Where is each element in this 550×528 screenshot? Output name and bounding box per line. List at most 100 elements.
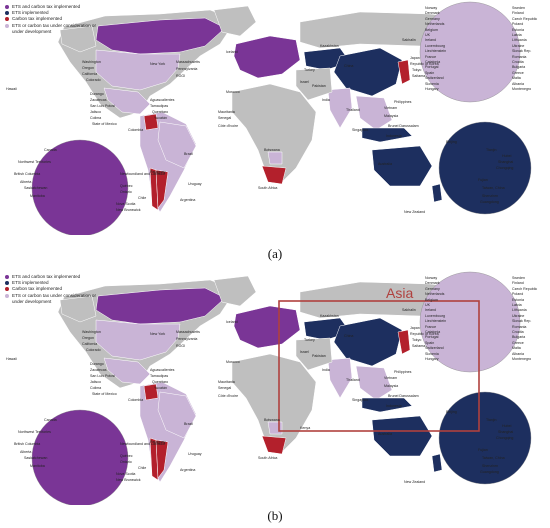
region-botswana [267, 421, 283, 435]
map-label: Slovak Rep. [512, 49, 532, 54]
region-usa [95, 319, 181, 361]
map-label: Shanghai [498, 430, 514, 434]
asia-highlight-box [278, 300, 480, 432]
legend-label: Carbon tax implemented [12, 286, 63, 292]
region-china [333, 317, 403, 367]
map-label: France [425, 54, 437, 59]
map-label: UK [425, 303, 430, 307]
legend-label: ETS implemented [12, 280, 49, 286]
map-label: Senegal [218, 386, 232, 390]
map-label: Paraguay [150, 440, 166, 444]
map-label: Poland [512, 292, 524, 297]
map-label: Indonesia [386, 134, 402, 138]
map-label: Greece [512, 340, 524, 345]
europe-inset [419, 1, 521, 103]
china-inset [438, 391, 532, 485]
map-label: Ireland [425, 308, 436, 313]
map-label: Chongqing [496, 436, 514, 440]
map-label: Colombia [128, 398, 144, 402]
map-label: Durango [90, 362, 104, 366]
map-label: Brazil [184, 422, 193, 426]
map-label: Côte d'Ivoire [218, 394, 239, 398]
map-label: Brunei Darussalam [388, 394, 419, 398]
map-label: Ireland [425, 38, 436, 43]
legend-item-consideration: ETS or carbon tax under consideration or… [5, 23, 107, 35]
map-label: Morocco [226, 90, 240, 94]
map-label: Argentina [180, 468, 196, 472]
map-label: Israel [300, 350, 309, 354]
map-label: Pennsylvania [176, 337, 198, 341]
map-label: Saskatchewan [24, 186, 48, 190]
map-label: Switzerland [425, 346, 444, 351]
map-label: Taiwan, China [482, 186, 505, 190]
region-new-zealand [431, 453, 443, 473]
map-label: Durango [90, 92, 104, 96]
legend-item-ets: ETS implemented [5, 10, 107, 16]
map-label: Nova Scotia [116, 472, 136, 476]
map-label: Sweden [512, 6, 525, 10]
map-label: Fujian [478, 178, 488, 182]
legend-swatch [5, 5, 9, 9]
map-label: New Brunswick [116, 208, 141, 212]
region-middle-east [295, 337, 333, 371]
map-label: Australia [378, 162, 392, 166]
caption-a: (a) [267, 246, 283, 261]
legend-item-ets: ETS implemented [5, 280, 107, 286]
region-africa [231, 83, 317, 185]
legend-label: ETS or carbon tax under consideration or… [12, 292, 97, 304]
region-australia [371, 415, 433, 457]
map-label: Malta [512, 76, 521, 81]
map-label: Newfoundland and Labrador [120, 172, 166, 176]
map-label: Morocco [226, 360, 240, 364]
continents-b [31, 271, 532, 505]
north-america-inset [31, 409, 129, 505]
legend-swatch [5, 281, 9, 286]
map-label: Manitoba [30, 464, 45, 468]
map-label: Querétaro [152, 380, 169, 384]
map-label: New York [150, 332, 166, 336]
map-panel-b: ETS and carbon tax implemented ETS implem… [0, 270, 550, 505]
map-label: California [82, 72, 98, 76]
map-label: Newfoundland and Labrador [120, 442, 166, 446]
map-label: Croatia [512, 60, 524, 64]
region-europe [233, 35, 301, 79]
map-label: Catalonia [425, 60, 441, 64]
map-label: Québec [120, 454, 133, 458]
map-label: Saitama [412, 344, 426, 348]
map-label: Slovak Rep. [512, 319, 532, 324]
legend-item-ets_and_tax: ETS and carbon tax implemented [5, 4, 107, 10]
map-label: Pakistan [312, 84, 326, 88]
region-india [327, 357, 353, 399]
map-label: Mauritania [218, 380, 235, 384]
map-label: Switzerland [425, 76, 444, 81]
map-label: Denmark [425, 11, 440, 16]
map-label: Norway [425, 276, 438, 280]
map-label: Republic of Korea [410, 62, 439, 66]
asia-title: Asia [386, 285, 414, 301]
map-label: Hubei [502, 424, 512, 428]
map-label: Philippines [394, 370, 412, 374]
map-label: Paraguay [150, 170, 166, 174]
legend-label: ETS and carbon tax implemented [12, 274, 81, 279]
map-label: Ontario [120, 460, 132, 464]
region-brazil [157, 121, 197, 169]
region-india [327, 87, 353, 129]
legend-swatch [5, 275, 9, 279]
map-label: Massachusetts [176, 60, 200, 64]
map-label: British Columbia [14, 442, 41, 446]
map-label: Denmark [425, 281, 440, 286]
map-label: Taiwan, China [482, 456, 505, 460]
region-indonesia [361, 397, 413, 413]
map-label: Kenya [300, 426, 311, 430]
map-label: Chile [138, 466, 147, 470]
map-label: Spain [425, 70, 435, 75]
map-label: Malta [512, 346, 521, 351]
map-label: Thailand [346, 378, 360, 382]
map-label: Romania [512, 324, 527, 329]
map-label: RGGI [176, 344, 186, 348]
region-brazil [157, 391, 197, 439]
map-label: China [344, 334, 354, 338]
map-label: Northwest Territories [18, 430, 51, 434]
region-africa [231, 353, 317, 455]
map-label: Hawaii [6, 357, 17, 361]
